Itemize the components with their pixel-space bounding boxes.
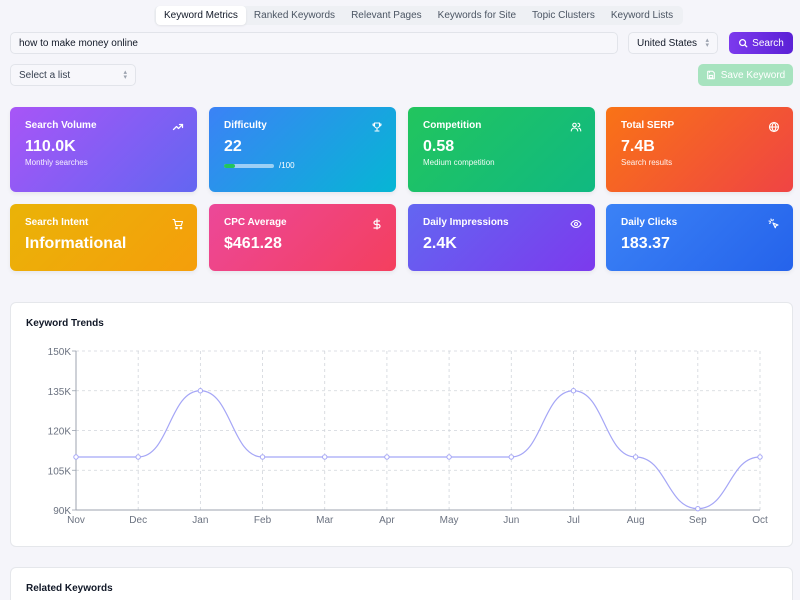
x-tick-label: Sep [689, 515, 707, 526]
users-icon [570, 121, 582, 133]
save-keyword-button[interactable]: Save Keyword [698, 64, 793, 86]
save-icon [706, 70, 715, 80]
tab-ranked-keywords[interactable]: Ranked Keywords [253, 10, 336, 21]
x-tick-label: Mar [316, 515, 334, 526]
trend-line [75, 390, 761, 510]
tab-keyword-lists[interactable]: Keyword Lists [610, 10, 674, 21]
eye-icon [570, 218, 582, 230]
keyword-trends-chart: 90K 105K 120K 135K 150K Nov Dec Jan Feb Mar Apr May… [48, 347, 768, 526]
card-value: 0.58 [423, 138, 455, 155]
tab-bar: Keyword Metrics Ranked Keywords Relevant… [154, 6, 684, 25]
data-point [384, 454, 390, 460]
chevron-updown-icon: ▴ ▾ [123, 69, 127, 81]
search-intent-card: Search Intent Informational [10, 204, 197, 271]
tab-keyword-metrics[interactable]: Keyword Metrics [156, 6, 246, 25]
panel-title: Related Keywords [26, 583, 113, 594]
card-value: Informational [25, 235, 127, 252]
daily-clicks-card: Daily Clicks 183.37 [606, 204, 793, 271]
data-point [446, 454, 452, 460]
search-button-label: Search [752, 37, 784, 49]
card-title: Daily Impressions [423, 217, 509, 228]
data-point [508, 454, 514, 460]
x-tick-label: Jan [192, 515, 208, 526]
difficulty-progress-bar [224, 163, 274, 168]
difficulty-card: Difficulty 22 /100 [209, 107, 396, 192]
total-serp-card: Total SERP 7.4B Search results [606, 107, 793, 192]
card-value: 22 [224, 138, 242, 155]
x-tick-label: Jun [503, 515, 519, 526]
search-button[interactable]: Search [729, 32, 793, 54]
difficulty-max: /100 [279, 161, 295, 170]
search-icon [739, 39, 748, 48]
x-tick-label: Nov [67, 515, 85, 526]
card-subtitle: Medium competition [423, 158, 495, 167]
x-tick-label: Feb [254, 515, 272, 526]
trending-up-icon [172, 121, 184, 133]
card-value: 2.4K [423, 235, 457, 252]
y-tick-label: 105K [48, 466, 72, 477]
data-point [757, 454, 763, 460]
card-subtitle: Monthly searches [25, 158, 88, 167]
card-value: 7.4B [621, 138, 655, 155]
data-point [695, 505, 701, 512]
y-tick-label: 120K [48, 427, 72, 438]
search-volume-card: Search Volume 110.0K Monthly searches [10, 107, 197, 192]
trophy-icon [371, 121, 383, 133]
country-select-value: United States [637, 37, 698, 49]
card-value: $461.28 [224, 235, 282, 252]
keyword-trends-panel: Keyword Trends 90K 105K 120K 135K 150K Nov Dec… [10, 302, 793, 547]
globe-icon [768, 121, 780, 133]
list-select[interactable]: Select a list ▴ ▾ [10, 64, 136, 86]
daily-impressions-card: Daily Impressions 2.4K [408, 204, 595, 271]
cursor-click-icon [768, 218, 780, 230]
data-point [570, 388, 577, 394]
y-tick-label: 135K [48, 387, 72, 398]
difficulty-progress-fill [224, 163, 235, 168]
x-tick-label: May [440, 515, 459, 526]
x-tick-label: Jul [567, 515, 580, 526]
card-title: Search Intent [25, 217, 89, 228]
card-value: 110.0K [25, 138, 76, 155]
data-point [73, 454, 79, 460]
x-tick-label: Oct [752, 515, 768, 526]
data-point [135, 454, 141, 460]
tab-keywords-for-site[interactable]: Keywords for Site [437, 10, 517, 21]
card-title: Search Volume [25, 120, 97, 131]
data-point [322, 454, 328, 460]
related-keywords-panel: Related Keywords [10, 567, 793, 600]
competition-card: Competition 0.58 Medium competition [408, 107, 595, 192]
data-point [259, 454, 266, 460]
save-keyword-label: Save Keyword [720, 69, 786, 81]
cart-icon [172, 218, 184, 230]
panel-title: Keyword Trends [26, 318, 104, 329]
tab-topic-clusters[interactable]: Topic Clusters [532, 10, 595, 21]
country-select[interactable]: United States ▴ ▾ [628, 32, 718, 54]
tab-relevant-pages[interactable]: Relevant Pages [351, 10, 422, 21]
y-tick-label: 150K [48, 347, 72, 358]
data-point [632, 454, 639, 460]
data-point [197, 388, 204, 394]
card-title: Daily Clicks [621, 217, 678, 228]
keyword-search-input[interactable] [10, 32, 618, 54]
y-tick-label: 90K [53, 506, 71, 517]
card-title: CPC Average [224, 217, 287, 228]
card-title: Competition [423, 120, 482, 131]
card-title: Total SERP [621, 120, 675, 131]
chevron-updown-icon: ▴ ▾ [705, 37, 709, 49]
dollar-icon [371, 218, 383, 230]
card-title: Difficulty [224, 120, 267, 131]
x-tick-label: Aug [627, 515, 645, 526]
x-tick-label: Apr [379, 515, 395, 526]
cpc-average-card: CPC Average $461.28 [209, 204, 396, 271]
x-tick-label: Dec [129, 515, 147, 526]
card-value: 183.37 [621, 235, 670, 252]
card-subtitle: Search results [621, 158, 673, 167]
list-select-placeholder: Select a list [19, 69, 71, 81]
